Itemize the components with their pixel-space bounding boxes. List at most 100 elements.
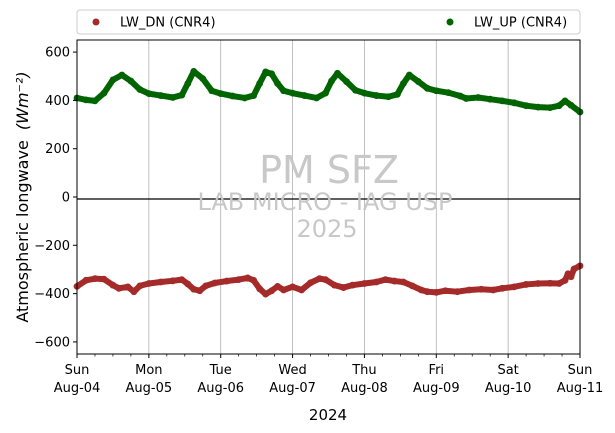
legend: LW_DN (CNR4) LW_UP (CNR4) <box>76 9 581 35</box>
data-point <box>199 75 207 83</box>
watermark-title: PM SFZ <box>259 148 399 192</box>
data-point <box>546 279 554 287</box>
data-point <box>567 101 575 109</box>
data-point <box>157 92 165 99</box>
data-point <box>334 69 341 77</box>
data-point <box>91 97 99 105</box>
x-tick-day: Sun <box>65 363 90 378</box>
data-point <box>399 80 407 87</box>
x-tick-date: Aug-04 <box>54 381 101 396</box>
data-point <box>381 276 389 284</box>
x-tick-date: Aug-05 <box>126 381 173 396</box>
data-point <box>316 275 323 283</box>
y-tick-label: 200 <box>45 142 70 157</box>
data-point <box>250 92 258 99</box>
x-tick-day: Wed <box>278 363 306 378</box>
data-point <box>313 94 320 102</box>
data-point <box>217 90 225 98</box>
data-point <box>522 102 530 110</box>
data-point <box>307 279 314 287</box>
data-point <box>136 282 144 290</box>
watermark-lab: LAB MICRO - IAG USP <box>197 188 452 216</box>
data-point <box>522 281 530 288</box>
data-point <box>82 276 90 284</box>
data-point <box>417 286 425 294</box>
data-point <box>444 89 452 97</box>
data-point <box>262 68 270 76</box>
y-axis-label-text: Atmospheric longwave <box>13 140 32 322</box>
plot-area: PM SFZ LAB MICRO - IAG USP 2025 <box>73 39 584 355</box>
data-point <box>384 93 392 101</box>
data-point <box>268 70 276 78</box>
x-tick-date: Aug-06 <box>197 381 244 396</box>
data-point <box>115 284 123 292</box>
data-point <box>127 77 135 85</box>
data-point <box>453 288 461 296</box>
data-point <box>82 96 90 104</box>
data-point <box>352 86 359 94</box>
data-point <box>405 71 413 79</box>
data-point <box>328 77 335 85</box>
x-tick-day: Sat <box>497 363 518 378</box>
y-tick-label: 400 <box>45 94 70 109</box>
data-point <box>211 279 219 287</box>
data-point <box>178 91 186 99</box>
data-point <box>262 290 270 298</box>
data-point <box>441 287 449 295</box>
data-point <box>423 288 431 296</box>
data-point <box>241 94 249 102</box>
y-axis-ticks: −600 −400 −200 0 200 400 600 <box>34 46 77 350</box>
legend-box <box>76 9 581 35</box>
data-point <box>390 277 398 285</box>
data-point <box>561 276 569 284</box>
x-tick-date: Aug-11 <box>557 381 604 396</box>
data-point <box>561 97 569 105</box>
x-axis-ticks: Sun Aug-04 Mon Aug-05 Tue Aug-06 Wed Aug-07 Thu A… <box>54 354 604 396</box>
y-tick-label: 600 <box>45 46 70 61</box>
data-point <box>268 287 276 295</box>
data-point <box>498 97 506 105</box>
data-point <box>349 281 356 289</box>
x-tick-date: Aug-08 <box>341 381 388 396</box>
data-point <box>250 276 258 284</box>
data-point <box>408 282 416 290</box>
data-point <box>340 284 347 291</box>
data-point <box>118 71 126 79</box>
x-tick-date: Aug-10 <box>485 381 532 396</box>
x-tick-date: Aug-07 <box>269 381 316 396</box>
data-point <box>229 92 237 100</box>
data-point <box>534 103 542 111</box>
data-point <box>414 78 422 85</box>
data-point <box>373 278 380 286</box>
data-point <box>289 89 296 97</box>
data-point <box>100 89 108 97</box>
data-point <box>136 86 144 93</box>
watermark: PM SFZ LAB MICRO - IAG USP 2025 <box>197 148 452 243</box>
data-point <box>124 283 132 291</box>
y-tick-label: −400 <box>34 287 70 302</box>
series-lw-up <box>73 68 584 116</box>
watermark-year: 2025 <box>296 215 357 243</box>
data-point <box>196 287 204 295</box>
data-point <box>498 284 506 292</box>
x-tick-day: Mon <box>135 363 162 378</box>
data-point <box>130 288 138 296</box>
data-point <box>465 286 473 294</box>
x-tick-day: Sun <box>568 363 593 378</box>
data-point <box>432 87 440 95</box>
data-point <box>274 282 282 290</box>
data-point <box>169 94 177 101</box>
data-point <box>256 80 264 87</box>
legend-label-lw-up: LW_UP (CNR4) <box>474 16 567 31</box>
data-point <box>510 283 518 291</box>
data-point <box>432 289 440 296</box>
data-point <box>477 285 485 293</box>
data-point <box>184 280 192 288</box>
data-series <box>73 68 584 298</box>
data-point <box>208 87 216 95</box>
legend-marker-lw-up <box>446 18 454 26</box>
x-axis-label: 2024 <box>309 406 347 424</box>
y-tick-label: −600 <box>34 335 70 350</box>
data-point <box>489 286 497 294</box>
